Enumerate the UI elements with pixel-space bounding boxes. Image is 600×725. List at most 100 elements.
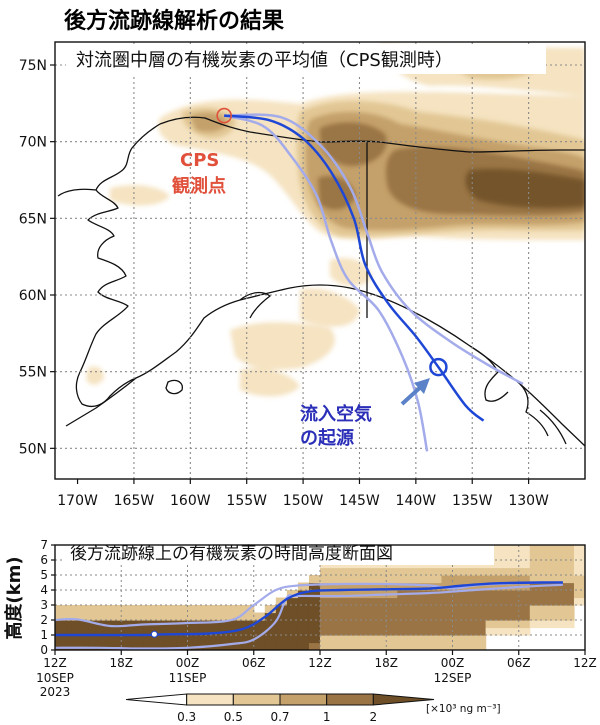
- cross-field-cell: [242, 642, 255, 650]
- cps-site-marker: [216, 107, 232, 124]
- cross-field-cell: [551, 560, 564, 569]
- cross-field-cell: [441, 612, 454, 621]
- cross-y-tick-label: 0: [40, 643, 48, 657]
- cross-x-tick-label: 18Z: [375, 656, 399, 670]
- cross-field-cell: [474, 582, 487, 591]
- cross-y-tick-label: 4: [40, 583, 48, 597]
- cross-field-cell: [419, 635, 432, 644]
- cross-field-cell: [496, 575, 509, 584]
- cross-field-cell: [397, 605, 409, 614]
- colorbar: 0.3 0.5 0.7 1 2: [125, 693, 435, 724]
- cross-field-cell: [496, 552, 509, 561]
- cross-field-cell: [209, 612, 222, 621]
- cross-field-cell: [375, 605, 387, 614]
- cross-field-cell: [342, 627, 354, 636]
- cross-field-cell: [55, 605, 67, 614]
- cross-field-cell: [308, 612, 321, 621]
- cross-field-cell: [187, 642, 200, 650]
- cross-field-cell: [66, 605, 78, 614]
- cross-field-cell: [110, 620, 122, 629]
- cross-field-cell: [540, 560, 553, 569]
- cross-field-cell: [408, 620, 420, 629]
- cross-field-cell: [573, 590, 585, 599]
- cross-field-cell: [529, 590, 542, 599]
- cross-field-cell: [529, 597, 542, 606]
- cross-field-cell: [573, 560, 585, 569]
- map-trajectories: [223, 113, 524, 452]
- cross-field-cell: [320, 627, 332, 636]
- cross-field-cell: [496, 567, 509, 576]
- cross-y-tick-label: 7: [40, 538, 48, 552]
- cross-field-cell: [253, 635, 266, 644]
- cross-field-cell: [342, 620, 354, 629]
- cross-field-cell: [286, 620, 299, 629]
- cross-field-cell: [121, 635, 133, 644]
- cross-field-cell: [562, 575, 575, 584]
- map-title: 対流圏中層の有機炭素の平均値（CPS観測時）: [76, 50, 453, 71]
- cross-field-cell: [507, 605, 520, 614]
- cross-field-cell: [121, 627, 133, 636]
- cross-field-cell: [77, 635, 89, 644]
- cross-field-cell: [441, 605, 454, 614]
- cross-field-cell: [253, 612, 266, 621]
- cross-field-cell: [551, 620, 564, 629]
- cross-field-cell: [154, 627, 167, 636]
- map-x-tick-label: 155W: [226, 493, 267, 509]
- cross-field-cell: [463, 635, 476, 644]
- cross-field-cell: [55, 620, 67, 629]
- cross-field-cell: [286, 642, 299, 650]
- cross-field-cell: [562, 612, 575, 621]
- cross-y-tick-label: 5: [40, 568, 48, 582]
- cross-field-cell: [386, 635, 398, 644]
- cross-field-cell: [88, 605, 100, 614]
- cps-label-line1: CPS: [180, 150, 219, 171]
- cross-field-cell: [176, 605, 189, 614]
- cross-field-cell: [143, 612, 155, 621]
- cross-field-cell: [364, 605, 376, 614]
- cross-field-cell: [540, 590, 553, 599]
- cross-field-cell: [474, 627, 487, 636]
- cross-field-cell: [55, 612, 67, 621]
- map-y-tick-label: 70N: [19, 135, 47, 151]
- cross-field-cell: [386, 575, 398, 584]
- cross-field-cell: [55, 627, 67, 636]
- cross-field-cell: [198, 612, 211, 621]
- cross-field-cell: [441, 575, 454, 584]
- cross-field-cell: [342, 575, 354, 584]
- cross-x-tick-label: 12Z: [308, 656, 332, 670]
- cross-field-cell: [331, 627, 343, 636]
- cross-field-cell: [77, 627, 89, 636]
- cross-field-cell: [353, 582, 365, 591]
- cross-field-cell: [187, 627, 200, 636]
- map-y-tick-label: 75N: [19, 58, 47, 74]
- cross-field-cell: [474, 620, 487, 629]
- cross-field-cell: [165, 605, 178, 614]
- cross-x-tick-label: 06Z: [507, 656, 531, 670]
- cross-field-cell: [353, 620, 365, 629]
- cross-x-date-label: 12SEP: [434, 671, 472, 685]
- cross-field-cell: [485, 627, 498, 636]
- cross-field-cell: [529, 552, 542, 561]
- cross-field-cell: [419, 605, 432, 614]
- cross-field-cell: [463, 605, 476, 614]
- cross-field-cell: [331, 612, 343, 621]
- cross-field-cell: [132, 635, 144, 644]
- cross-field-cell: [121, 642, 133, 650]
- cross-field-cell: [485, 567, 498, 576]
- cross-field-cell: [320, 597, 332, 606]
- cross-field-cell: [562, 567, 575, 576]
- cross-field-cell: [375, 597, 387, 606]
- cross-field-cell: [297, 590, 310, 599]
- cross-field-cell: [397, 627, 409, 636]
- cross-field-cell: [408, 642, 420, 650]
- cross-field-cell: [77, 612, 89, 621]
- cross-field-cell: [110, 612, 122, 621]
- cross-field-cell: [551, 597, 564, 606]
- cross-field-cell: [143, 642, 155, 650]
- cross-field-cell: [474, 605, 487, 614]
- cross-field-cell: [364, 597, 376, 606]
- cross-field-cell: [353, 627, 365, 636]
- cross-field-cell: [485, 597, 498, 606]
- cross-x-date-label: 2023: [40, 685, 71, 699]
- cross-field-cell: [551, 575, 564, 584]
